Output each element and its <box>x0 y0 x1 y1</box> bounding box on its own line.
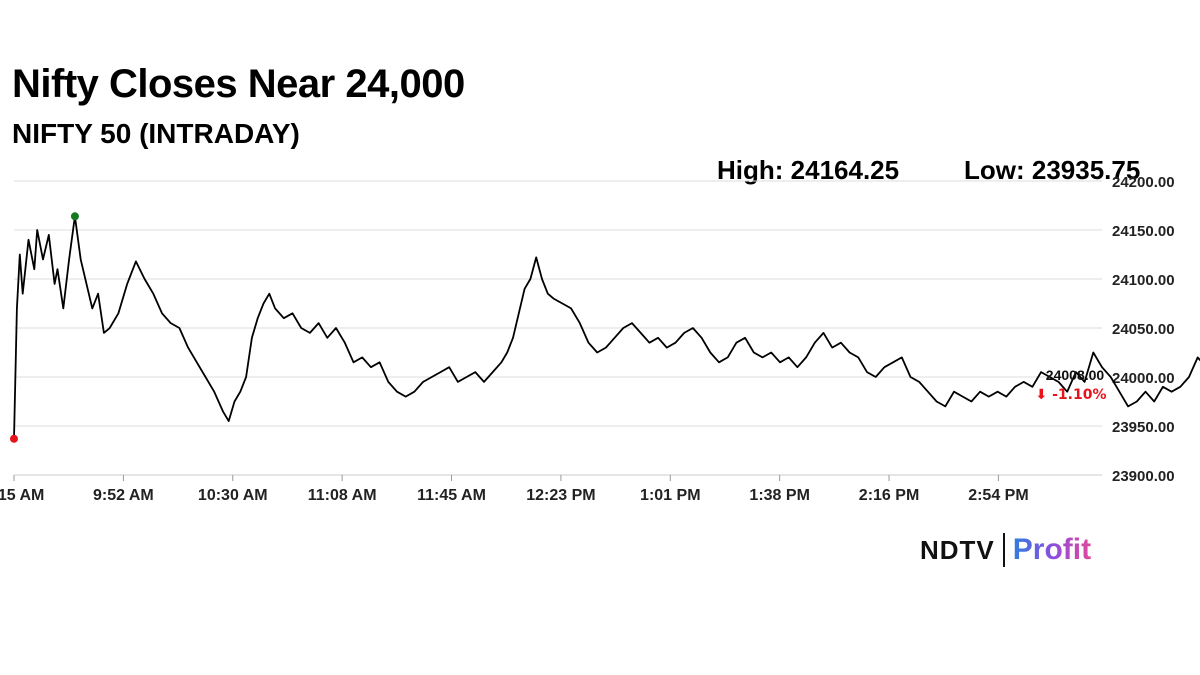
x-tick-label: 9:15 AM <box>0 487 44 504</box>
high-stat: High: 24164.25 <box>717 155 900 185</box>
x-tick-label: 2:54 PM <box>968 487 1028 504</box>
chart-title: Nifty Closes Near 24,000 <box>12 62 465 106</box>
last-value-label: 24008.00 <box>1046 367 1105 383</box>
x-tick-label: 1:38 PM <box>749 487 809 504</box>
logo-profit: Profit <box>1012 533 1092 566</box>
x-tick-label: 9:52 AM <box>93 487 154 504</box>
x-tick-label: 11:45 AM <box>417 487 486 504</box>
series-line <box>13 215 1200 439</box>
ndtv-profit-logo: NDTV Profit <box>920 530 1091 570</box>
x-tick-label: 2:16 PM <box>859 487 919 504</box>
x-tick-label: 1:01 PM <box>640 487 700 504</box>
y-tick-label: 23950.00 <box>1112 419 1175 436</box>
high-marker <box>70 212 79 221</box>
y-tick-label: 23900.00 <box>1112 468 1175 485</box>
y-tick-label: 24100.00 <box>1112 272 1175 289</box>
x-tick-label: 12:23 PM <box>526 487 595 504</box>
low-stat: Low: 23935.75 <box>964 155 1141 185</box>
low-marker <box>10 434 18 443</box>
change-label: ⬇ -1.10% <box>1036 387 1107 403</box>
y-tick-label: 24050.00 <box>1112 321 1175 338</box>
logo-ndtv: NDTV <box>920 534 995 565</box>
x-tick-label: 10:30 AM <box>198 487 268 504</box>
chart-subtitle: NIFTY 50 (INTRADAY) <box>12 118 300 149</box>
logo-divider <box>1002 533 1005 567</box>
y-tick-label: 24200.00 <box>1112 174 1175 191</box>
y-tick-label: 24000.00 <box>1112 370 1175 387</box>
x-tick-label: 11:08 AM <box>308 487 377 504</box>
y-tick-label: 24150.00 <box>1112 223 1175 240</box>
